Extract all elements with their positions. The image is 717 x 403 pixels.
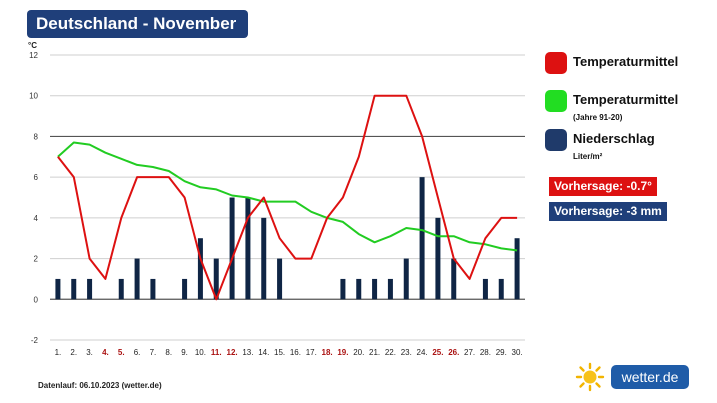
legend-label: Temperaturmittel (573, 92, 679, 107)
x-tick-label: 27. (464, 348, 475, 357)
x-tick-label: 30. (512, 348, 523, 357)
x-tick-label: 13. (242, 348, 253, 357)
sun-icon (575, 362, 605, 392)
y-axis-unit: °C (28, 41, 37, 50)
precipitation-bar (403, 258, 409, 300)
brand-logo[interactable]: wetter.de (575, 362, 693, 392)
x-tick-label: 9. (181, 348, 188, 357)
x-tick-label: 3. (86, 348, 93, 357)
x-tick-label: 19. (337, 348, 348, 357)
precipitation-bar (277, 258, 283, 300)
precipitation-bar (340, 278, 346, 300)
x-tick-label: 29. (496, 348, 507, 357)
x-tick-label: 6. (134, 348, 141, 357)
temperature-normal-line (57, 141, 518, 252)
x-tick-label: 18. (322, 348, 333, 357)
y-tick-label: -2 (31, 336, 39, 345)
precipitation-bar (514, 238, 520, 300)
legend-sublabel: Liter/m² (573, 152, 603, 161)
legend-label: Temperaturmittel (573, 54, 679, 69)
precipitation-bar (71, 278, 77, 300)
precipitation-bar (451, 258, 457, 300)
legend-sublabel: (Jahre 91-20) (573, 113, 623, 122)
x-tick-label: 14. (258, 348, 269, 357)
y-tick-label: 6 (34, 173, 39, 182)
x-tick-label: 12. (227, 348, 238, 357)
x-tick-label: 2. (70, 348, 77, 357)
x-tick-label: 5. (118, 348, 125, 357)
precipitation-bar (182, 278, 188, 300)
precipitation-bar (118, 278, 124, 300)
x-tick-label: 24. (417, 348, 428, 357)
precipitation-bar (482, 278, 488, 300)
precipitation-bar (213, 258, 219, 300)
x-tick-label: 28. (480, 348, 491, 357)
y-tick-label: 10 (29, 92, 38, 101)
x-tick-label: 15. (274, 348, 285, 357)
forecast-precipitation-badge: Vorhersage: -3 mm (549, 202, 667, 221)
data-run-footnote: Datenlauf: 06.10.2023 (wetter.de) (38, 381, 162, 390)
legend-swatch-green (545, 90, 567, 112)
x-tick-label: 11. (211, 348, 222, 357)
legend-swatch-red (545, 52, 567, 74)
precipitation-bar (245, 197, 251, 300)
precipitation-bar (419, 177, 425, 300)
y-tick-label: 4 (34, 214, 39, 223)
y-tick-label: 8 (34, 132, 39, 141)
legend-swatch-navy (545, 129, 567, 151)
precipitation-bar (387, 278, 393, 300)
x-tick-label: 23. (401, 348, 412, 357)
x-tick-label: 4. (102, 348, 109, 357)
precipitation-bar (435, 217, 441, 300)
x-tick-label: 26. (448, 348, 459, 357)
x-tick-label: 10. (195, 348, 206, 357)
y-tick-label: 12 (29, 51, 38, 60)
y-tick-label: 0 (34, 295, 39, 304)
precipitation-bar (261, 217, 267, 300)
x-tick-label: 7. (150, 348, 157, 357)
x-tick-label: 8. (165, 348, 172, 357)
page-title: Deutschland - November (27, 10, 248, 38)
x-tick-label: 17. (306, 348, 317, 357)
precipitation-bar (498, 278, 504, 300)
precipitation-bar (229, 197, 235, 300)
x-tick-label: 25. (432, 348, 443, 357)
legend-label: Niederschlag (573, 131, 655, 146)
x-tick-label: 21. (369, 348, 380, 357)
precipitation-bar (150, 278, 156, 300)
forecast-temperature-badge: Vorhersage: -0.7° (549, 177, 657, 196)
precipitation-bar (87, 278, 93, 300)
precipitation-bar (55, 278, 61, 300)
precipitation-bar (372, 278, 378, 300)
precipitation-bar (356, 278, 362, 300)
temperature-line (57, 94, 518, 301)
precipitation-bar (197, 238, 203, 300)
x-tick-label: 22. (385, 348, 396, 357)
x-tick-label: 16. (290, 348, 301, 357)
x-tick-label: 20. (353, 348, 364, 357)
precipitation-bar (134, 258, 140, 300)
y-tick-label: 2 (34, 255, 39, 264)
brand-name: wetter.de (611, 365, 689, 389)
x-tick-label: 1. (55, 348, 62, 357)
